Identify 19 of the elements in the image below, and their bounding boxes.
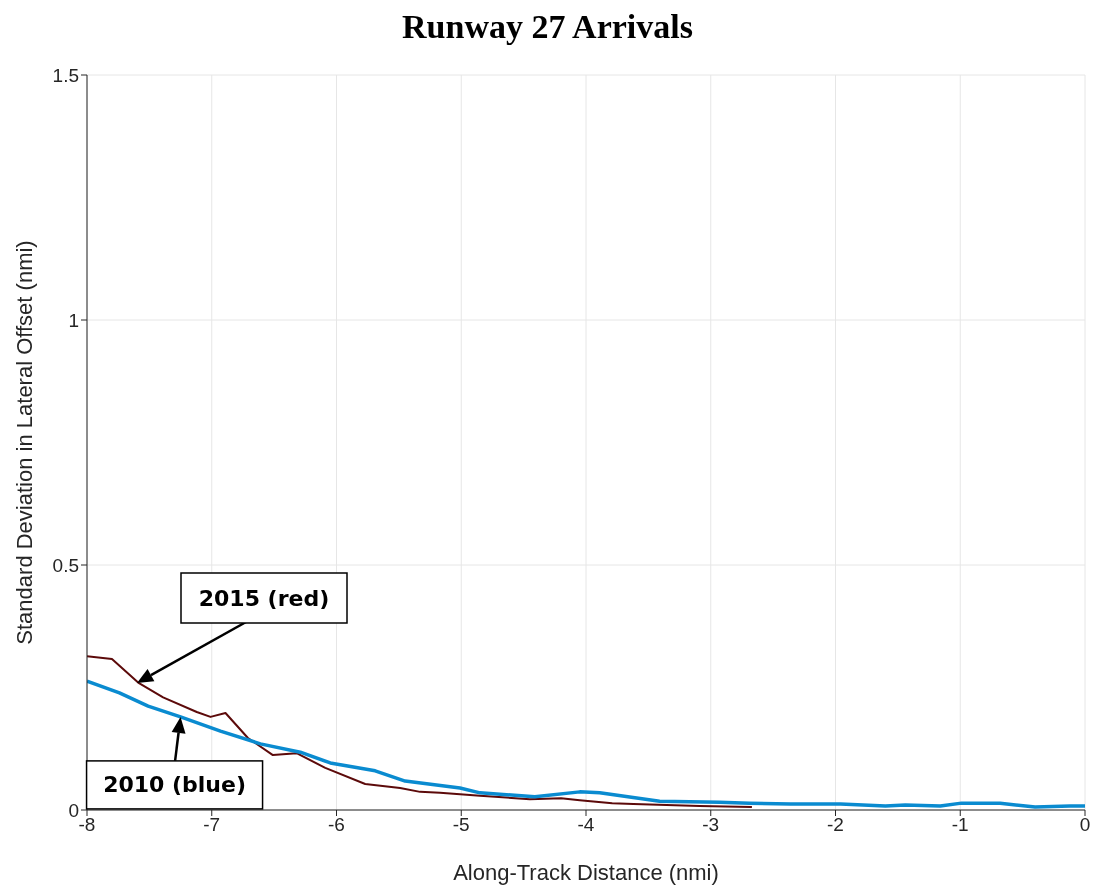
y-tick-label: 1 — [68, 309, 79, 331]
x-tick-label: -8 — [78, 814, 96, 836]
x-axis-title: Along-Track Distance (nmi) — [453, 860, 719, 885]
x-tick-label: -1 — [951, 814, 969, 836]
y-axis-title: Standard Deviation in Lateral Offset (nmi) — [11, 240, 37, 645]
y-tick-label: 1.5 — [52, 64, 79, 86]
x-tick-label: -2 — [827, 814, 844, 836]
x-tick-label: -4 — [577, 814, 595, 836]
x-tick-label: -3 — [702, 814, 720, 836]
y-tick-label: 0.5 — [52, 554, 79, 576]
chart-title: Runway 27 Arrivals — [401, 8, 694, 46]
y-tick-label: 0 — [68, 799, 79, 821]
annotation: 2010 (blue) — [103, 772, 246, 798]
annotation: 2015 (red) — [198, 585, 330, 611]
x-tick-label: -6 — [328, 814, 345, 836]
line-series — [87, 655, 753, 809]
x-tick-label: -7 — [203, 814, 221, 836]
x-tick-label: -5 — [452, 814, 470, 836]
x-tick-label: 0 — [1079, 814, 1091, 836]
